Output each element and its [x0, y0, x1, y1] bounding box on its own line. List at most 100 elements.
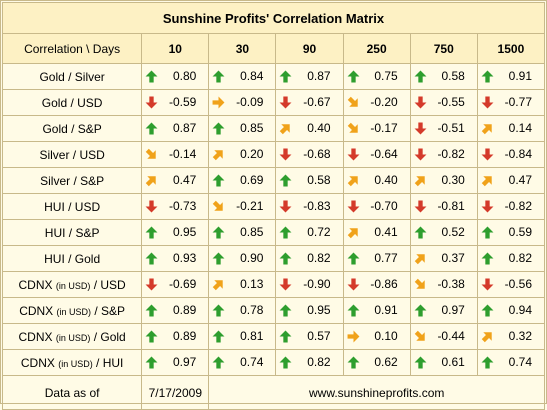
- correlation-cell: -0.81: [409, 193, 478, 220]
- correlation-value: -0.14: [169, 147, 197, 161]
- correlation-value: 0.91: [508, 69, 532, 83]
- arrow-up-icon: [212, 252, 225, 265]
- correlation-cell: 0.58: [409, 63, 478, 90]
- correlation-value: -0.20: [370, 95, 398, 109]
- correlation-value: -0.86: [370, 277, 398, 291]
- correlation-cell: 0.62: [342, 349, 411, 376]
- correlation-cell: -0.51: [409, 115, 478, 142]
- correlation-cell: -0.14: [141, 141, 210, 168]
- arrow-up-icon: [212, 330, 225, 343]
- correlation-value: 0.85: [240, 121, 264, 135]
- correlation-value: 0.93: [173, 251, 197, 265]
- correlation-value: 0.75: [374, 69, 398, 83]
- correlation-cell: 0.59: [476, 219, 546, 246]
- arrow-up-icon: [145, 356, 158, 369]
- correlation-cell: -0.73: [141, 193, 210, 220]
- correlation-value: -0.17: [370, 121, 398, 135]
- arrow-up-icon: [212, 356, 225, 369]
- correlation-value: -0.70: [370, 199, 398, 213]
- correlation-value: 0.13: [240, 277, 264, 291]
- pair-label: CDNX (in USD) / HUI: [1, 349, 143, 376]
- correlation-value: 0.95: [173, 225, 197, 239]
- pair-label: HUI / USD: [1, 193, 143, 220]
- correlation-value: 0.41: [374, 225, 398, 239]
- arrow-up-icon: [347, 304, 360, 317]
- period-header: 30: [208, 33, 277, 64]
- pair-label: HUI / S&P: [1, 219, 143, 246]
- correlation-cell: -0.86: [342, 271, 411, 298]
- pair-label-text: HUI / Gold: [44, 251, 101, 266]
- arrow-right-icon: [347, 330, 360, 343]
- arrow-down-right-icon: [414, 278, 425, 289]
- correlation-cell: 0.97: [141, 349, 210, 376]
- arrow-up-icon: [481, 304, 494, 317]
- correlation-value: -0.68: [303, 147, 331, 161]
- correlation-cell: 0.87: [275, 63, 344, 90]
- pair-label-suffix: / HUI: [92, 355, 124, 370]
- arrow-down-icon: [347, 148, 360, 161]
- arrow-up-right-icon: [481, 176, 492, 187]
- correlation-value: 0.85: [240, 225, 264, 239]
- pair-label-text: Gold / S&P: [42, 121, 102, 136]
- arrow-up-icon: [280, 356, 292, 369]
- correlation-value: 0.59: [508, 225, 532, 239]
- correlation-cell: -0.69: [141, 271, 210, 298]
- correlation-value: 0.89: [173, 303, 197, 317]
- arrow-up-right-icon: [213, 150, 224, 161]
- arrow-up-icon: [212, 70, 225, 83]
- arrow-down-icon: [145, 278, 158, 291]
- arrow-up-icon: [145, 252, 158, 265]
- correlation-cell: 0.80: [141, 63, 210, 90]
- pair-label: CDNX (in USD) / Gold: [1, 323, 143, 350]
- arrow-down-icon: [347, 278, 360, 291]
- correlation-value: 0.90: [240, 251, 264, 265]
- arrow-up-icon: [347, 252, 360, 265]
- arrow-down-icon: [145, 200, 158, 213]
- correlation-cell: 0.58: [275, 167, 344, 194]
- arrow-down-icon: [280, 200, 292, 213]
- pair-label: Gold / S&P: [1, 115, 143, 142]
- pair-label-currency-note: (in USD): [55, 332, 91, 343]
- correlation-cell: -0.59: [141, 89, 210, 116]
- correlation-value: 0.84: [240, 69, 264, 83]
- table-row: CDNX (in USD) / S&P 0.89 0.78 0.95 0.91 0.97 0…: [1, 297, 546, 324]
- arrow-down-icon: [414, 148, 427, 161]
- correlation-cell: 0.94: [476, 297, 546, 324]
- correlation-value: 0.47: [508, 173, 532, 187]
- arrow-up-icon: [481, 356, 494, 369]
- arrow-up-icon: [212, 122, 225, 135]
- correlation-cell: 0.61: [409, 349, 478, 376]
- correlation-value: 0.77: [374, 251, 398, 265]
- arrow-up-icon: [212, 304, 225, 317]
- pair-label-suffix: / USD: [90, 277, 126, 292]
- arrow-up-icon: [280, 252, 292, 265]
- website-link[interactable]: www.sunshineprofits.com: [208, 375, 545, 410]
- pair-label-text: Silver / S&P: [40, 173, 105, 188]
- arrow-up-right-icon: [146, 176, 156, 187]
- correlation-cell: 0.82: [476, 245, 546, 272]
- correlation-value: -0.44: [437, 329, 465, 343]
- data-as-of-label: Data as of: [1, 375, 143, 410]
- correlation-value: -0.81: [437, 199, 465, 213]
- arrow-right-icon: [212, 96, 225, 109]
- correlation-cell: 0.32: [476, 323, 546, 350]
- arrow-down-right-icon: [146, 148, 156, 159]
- arrow-down-icon: [481, 96, 494, 109]
- arrow-up-icon: [280, 174, 292, 187]
- correlation-cell: 0.90: [208, 245, 277, 272]
- correlation-cell: 0.78: [208, 297, 277, 324]
- correlation-value: 0.94: [508, 303, 532, 317]
- correlation-cell: 0.81: [208, 323, 277, 350]
- correlation-value: 0.47: [173, 173, 197, 187]
- pair-label-suffix: / S&P: [91, 303, 126, 318]
- correlation-cell: 0.13: [208, 271, 277, 298]
- arrow-down-icon: [481, 278, 494, 291]
- period-header: 1500: [476, 33, 546, 64]
- correlation-value: 0.57: [307, 329, 331, 343]
- correlation-cell: 0.91: [476, 63, 546, 90]
- correlation-cell: 0.20: [208, 141, 277, 168]
- correlation-value: 0.37: [441, 251, 465, 265]
- table-row: Gold / USD -0.59 -0.09 -0.67 -0.20 -0.55 -0.77: [1, 89, 546, 116]
- arrow-up-icon: [481, 226, 494, 239]
